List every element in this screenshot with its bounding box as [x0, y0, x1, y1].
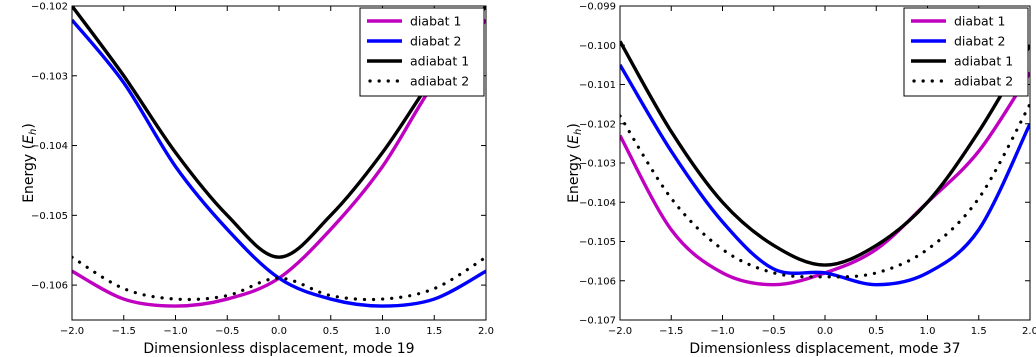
x-tick-label: 0.0 [271, 326, 287, 337]
x-tick-label: −2.0 [60, 326, 84, 337]
series-line-adiabat-2 [620, 102, 1030, 279]
x-tick-label: 0.5 [323, 326, 339, 337]
x-tick-label: −1.5 [112, 326, 136, 337]
x-tick-label: 1.0 [920, 326, 936, 337]
x-tick-label: −2.0 [608, 326, 632, 337]
y-axis-unit: E [21, 135, 37, 144]
series-line-diabat-2 [620, 64, 1030, 287]
chart-mode-19: −2.0 −1.5 −1.0 −0.5 0.0 0.5 1.0 1.5 2.0 −0.106 −0.… [21, 2, 494, 357]
y-axis-label: Energy (Eh) [566, 123, 584, 203]
x-tick-label: −0.5 [215, 326, 239, 337]
y-tick-label: −0.102 [579, 119, 616, 130]
x-tick-label: −1.5 [659, 326, 683, 337]
legend: diabat 1 diabat 2 adiabat 1 adiabat 2 [359, 7, 485, 97]
y-axis-unit-subscript: h [28, 129, 39, 135]
legend-label: adiabat 2 [410, 74, 469, 89]
series-line-adiabat-2 [72, 255, 486, 302]
y-tick-label: −0.102 [31, 2, 68, 13]
legend-label: diabat 1 [954, 14, 1006, 29]
y-axis-label-text: Energy [21, 154, 37, 203]
y-tick-label: −0.104 [31, 141, 68, 152]
x-tick-label: 0.0 [817, 326, 833, 337]
y-tick-label: −0.106 [579, 276, 616, 287]
y-tick-label: −0.101 [579, 80, 616, 91]
y-tick-label: −0.104 [579, 198, 616, 209]
x-tick-label: 1.5 [426, 326, 442, 337]
x-tick-label: −1.0 [163, 326, 187, 337]
x-axis-label: Dimensionless displacement, mode 19 [143, 341, 414, 357]
x-tick-label: 2.0 [1022, 326, 1036, 337]
legend-label: diabat 2 [954, 34, 1006, 49]
plot-area [620, 40, 1030, 287]
legend-label: diabat 2 [410, 34, 462, 49]
y-axis-unit-subscript: h [573, 129, 584, 135]
y-tick-label: −0.103 [579, 159, 616, 170]
y-axis-unit: E [566, 135, 582, 144]
legend-label: adiabat 1 [410, 54, 469, 69]
series-line-diabat-1 [620, 71, 1030, 287]
x-tick-label: −0.5 [762, 326, 786, 337]
y-tick-label: −0.100 [579, 41, 616, 52]
y-axis-label: Energy (Eh) [21, 123, 39, 203]
y-tick-label: −0.107 [579, 316, 616, 327]
y-axis-label-text: Energy [566, 154, 582, 203]
y-tick-label: −0.105 [31, 211, 68, 222]
legend-label: adiabat 2 [954, 74, 1013, 89]
x-tick-label: 0.5 [868, 326, 884, 337]
y-tick-label: −0.103 [31, 71, 68, 82]
series-line-diabat-2 [72, 18, 486, 308]
legend: diabat 1 diabat 2 adiabat 1 adiabat 2 [903, 7, 1029, 97]
x-tick-label: 2.0 [478, 326, 494, 337]
chart-mode-37: −2.0 −1.5 −1.0 −0.5 0.0 0.5 1.0 1.5 2.0 −0.107 −0.… [566, 2, 1036, 357]
x-axis-label: Dimensionless displacement, mode 37 [689, 341, 960, 357]
legend-label: adiabat 1 [954, 54, 1013, 69]
y-tick-label: −0.106 [31, 281, 68, 292]
x-tick-label: 1.5 [971, 326, 987, 337]
x-tick-label: 1.0 [375, 326, 391, 337]
legend-label: diabat 1 [410, 14, 462, 29]
y-tick-label: −0.099 [579, 2, 616, 13]
y-tick-label: −0.105 [579, 237, 616, 248]
x-tick-label: −1.0 [710, 326, 734, 337]
series-line-adiabat-1 [620, 40, 1030, 267]
